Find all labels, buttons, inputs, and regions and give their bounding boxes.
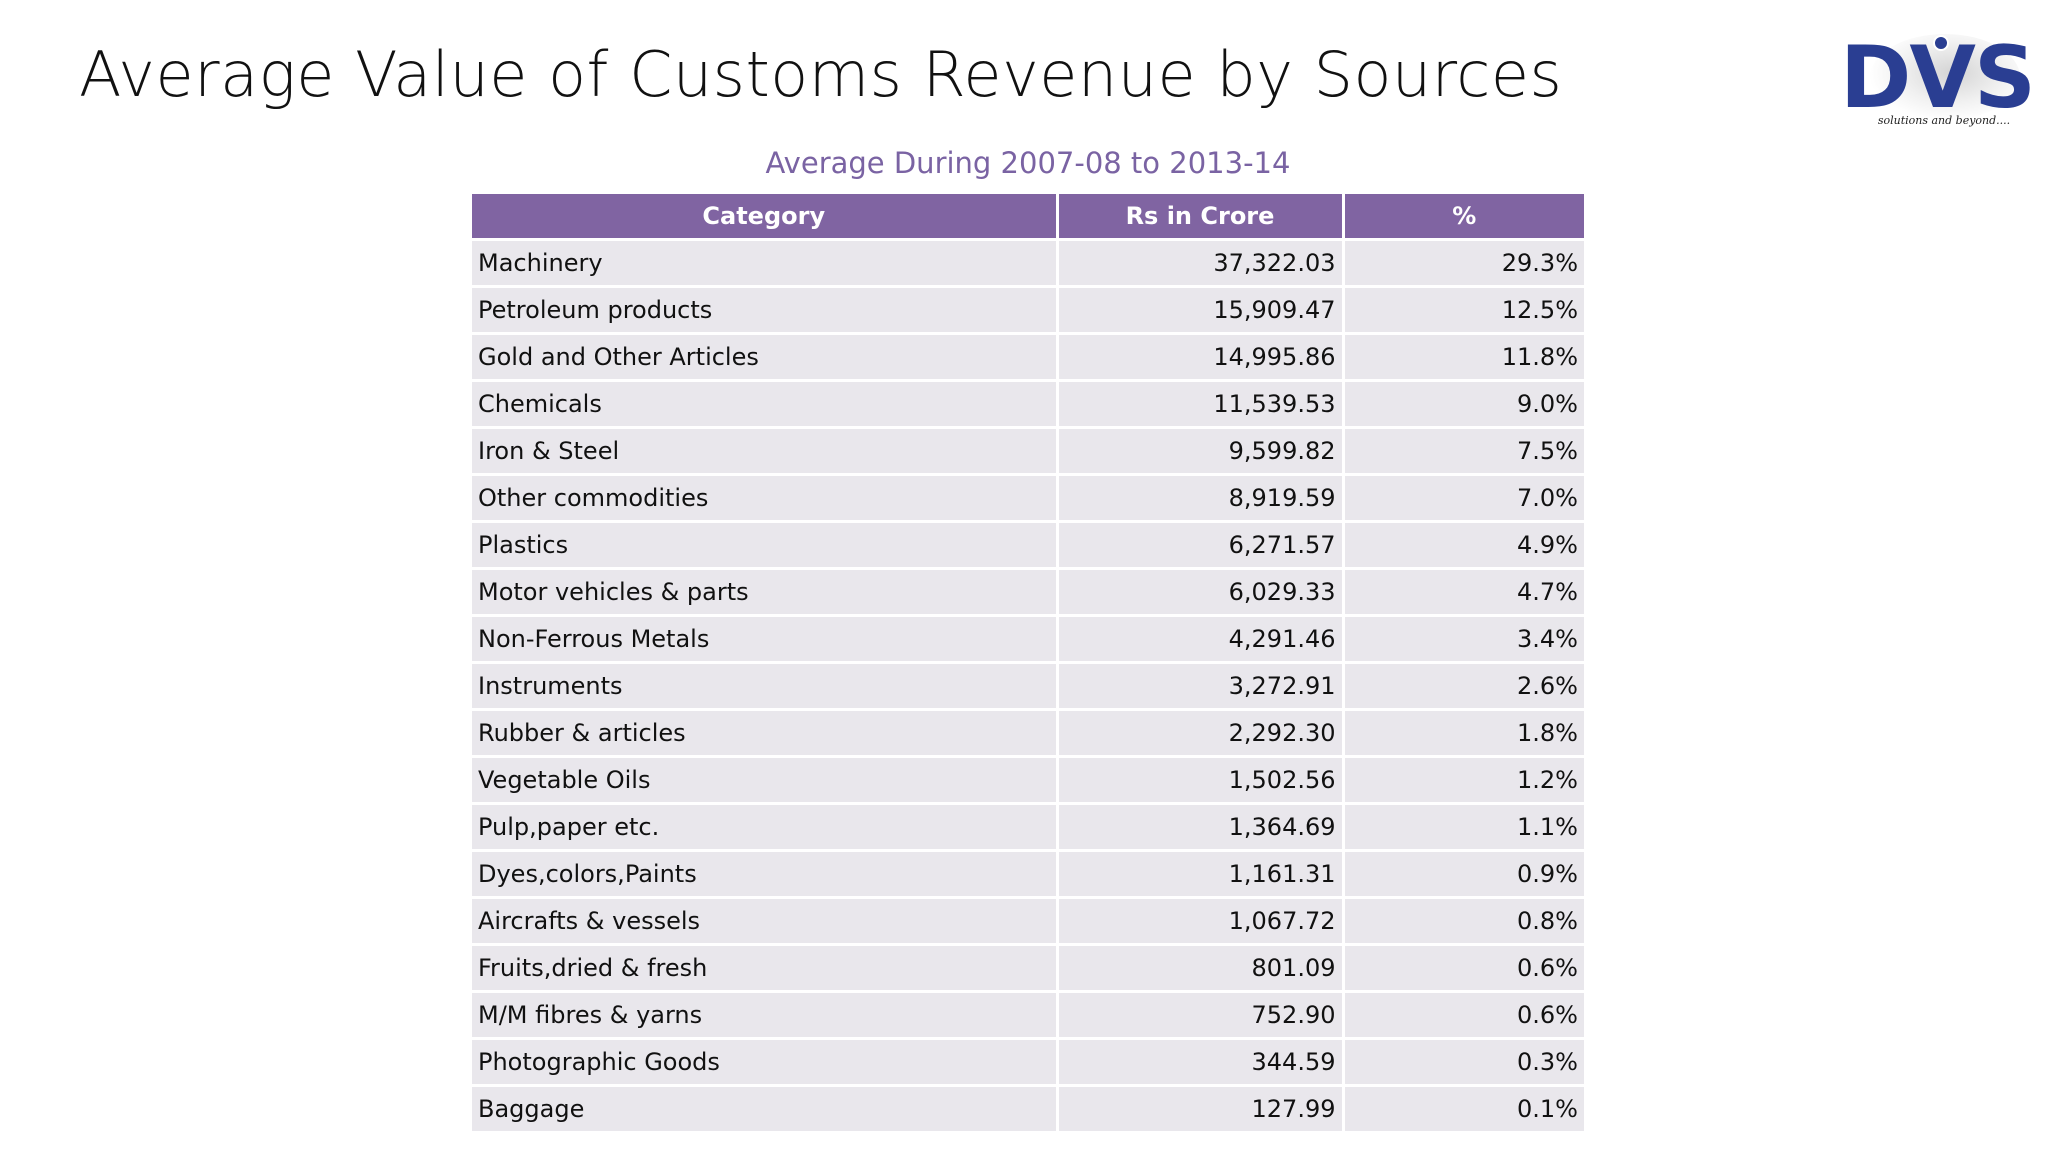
customs-revenue-table: Category Rs in Crore % Machinery 37,322.0…: [472, 194, 1584, 1134]
value-cell: 9,599.82: [1057, 427, 1345, 476]
logo-tagline: solutions and beyond....: [1877, 114, 2011, 127]
value-cell: 2,292.30: [1057, 709, 1345, 758]
table-row: Dyes,colors,Paints 1,161.31 0.9%: [472, 850, 1584, 899]
percent-cell: 7.5%: [1343, 427, 1584, 476]
percent-cell: 11.8%: [1343, 333, 1584, 382]
category-cell: Other commodities: [472, 474, 1059, 523]
category-cell: Plastics: [472, 521, 1059, 570]
value-cell: 4,291.46: [1057, 615, 1345, 664]
table-row: Instruments 3,272.91 2.6%: [472, 662, 1584, 711]
percent-cell: 4.9%: [1343, 521, 1584, 570]
table-row: Pulp,paper etc. 1,364.69 1.1%: [472, 803, 1584, 852]
percent-cell: 1.1%: [1343, 803, 1584, 852]
category-cell: Petroleum products: [472, 286, 1059, 335]
category-cell: Iron & Steel: [472, 427, 1059, 476]
table-row: Chemicals 11,539.53 9.0%: [472, 380, 1584, 429]
table-row: Motor vehicles & parts 6,029.33 4.7%: [472, 568, 1584, 617]
value-cell: 3,272.91: [1057, 662, 1345, 711]
table-row: Other commodities 8,919.59 7.0%: [472, 474, 1584, 523]
value-cell: 752.90: [1057, 991, 1345, 1040]
percent-cell: 9.0%: [1343, 380, 1584, 429]
value-cell: 801.09: [1057, 944, 1345, 993]
value-cell: 14,995.86: [1057, 333, 1345, 382]
value-cell: 1,364.69: [1057, 803, 1345, 852]
category-cell: Non-Ferrous Metals: [472, 615, 1059, 664]
table-row: Gold and Other Articles 14,995.86 11.8%: [472, 333, 1584, 382]
category-cell: Vegetable Oils: [472, 756, 1059, 805]
percent-cell: 2.6%: [1343, 662, 1584, 711]
percent-cell: 29.3%: [1343, 239, 1584, 288]
table-caption: Average During 2007-08 to 2013-14: [765, 146, 1291, 180]
percent-cell: 12.5%: [1343, 286, 1584, 335]
value-cell: 127.99: [1057, 1085, 1345, 1134]
percent-cell: 1.8%: [1343, 709, 1584, 758]
column-header-percent: %: [1343, 194, 1584, 241]
category-cell: Aircrafts & vessels: [472, 897, 1059, 946]
percent-cell: 0.3%: [1343, 1038, 1584, 1087]
value-cell: 37,322.03: [1057, 239, 1345, 288]
table-row: Rubber & articles 2,292.30 1.8%: [472, 709, 1584, 758]
category-cell: Rubber & articles: [472, 709, 1059, 758]
logo-dot-icon: [1933, 35, 1949, 51]
table-row: Non-Ferrous Metals 4,291.46 3.4%: [472, 615, 1584, 664]
category-cell: Fruits,dried & fresh: [472, 944, 1059, 993]
table-row: Plastics 6,271.57 4.9%: [472, 521, 1584, 570]
percent-cell: 0.1%: [1343, 1085, 1584, 1134]
table-row: Petroleum products 15,909.47 12.5%: [472, 286, 1584, 335]
percent-cell: 0.6%: [1343, 944, 1584, 993]
percent-cell: 7.0%: [1343, 474, 1584, 523]
value-cell: 6,271.57: [1057, 521, 1345, 570]
dvs-logo: DVS solutions and beyond....: [1840, 30, 2036, 135]
table-row: Photographic Goods 344.59 0.3%: [472, 1038, 1584, 1087]
category-cell: M/M fibres & yarns: [472, 991, 1059, 1040]
value-cell: 1,502.56: [1057, 756, 1345, 805]
percent-cell: 0.6%: [1343, 991, 1584, 1040]
category-cell: Motor vehicles & parts: [472, 568, 1059, 617]
value-cell: 1,067.72: [1057, 897, 1345, 946]
category-cell: Dyes,colors,Paints: [472, 850, 1059, 899]
table-row: Machinery 37,322.03 29.3%: [472, 239, 1584, 288]
category-cell: Baggage: [472, 1085, 1059, 1134]
category-cell: Photographic Goods: [472, 1038, 1059, 1087]
percent-cell: 4.7%: [1343, 568, 1584, 617]
column-header-category: Category: [472, 194, 1059, 241]
table-row: M/M fibres & yarns 752.90 0.6%: [472, 991, 1584, 1040]
table-row: Baggage 127.99 0.1%: [472, 1085, 1584, 1134]
table-row: Aircrafts & vessels 1,067.72 0.8%: [472, 897, 1584, 946]
table-body: Machinery 37,322.03 29.3% Petroleum product…: [472, 239, 1584, 1134]
percent-cell: 3.4%: [1343, 615, 1584, 664]
category-cell: Pulp,paper etc.: [472, 803, 1059, 852]
percent-cell: 0.9%: [1343, 850, 1584, 899]
table-row: Iron & Steel 9,599.82 7.5%: [472, 427, 1584, 476]
slide-title: Average Value of Customs Revenue by Sour…: [79, 38, 1563, 111]
category-cell: Chemicals: [472, 380, 1059, 429]
table-row: Fruits,dried & fresh 801.09 0.6%: [472, 944, 1584, 993]
value-cell: 1,161.31: [1057, 850, 1345, 899]
value-cell: 8,919.59: [1057, 474, 1345, 523]
percent-cell: 1.2%: [1343, 756, 1584, 805]
table-header-row: Category Rs in Crore %: [472, 194, 1584, 241]
category-cell: Machinery: [472, 239, 1059, 288]
value-cell: 11,539.53: [1057, 380, 1345, 429]
category-cell: Gold and Other Articles: [472, 333, 1059, 382]
value-cell: 344.59: [1057, 1038, 1345, 1087]
column-header-rs-in-crore: Rs in Crore: [1057, 194, 1345, 241]
value-cell: 6,029.33: [1057, 568, 1345, 617]
category-cell: Instruments: [472, 662, 1059, 711]
value-cell: 15,909.47: [1057, 286, 1345, 335]
percent-cell: 0.8%: [1343, 897, 1584, 946]
table-row: Vegetable Oils 1,502.56 1.2%: [472, 756, 1584, 805]
